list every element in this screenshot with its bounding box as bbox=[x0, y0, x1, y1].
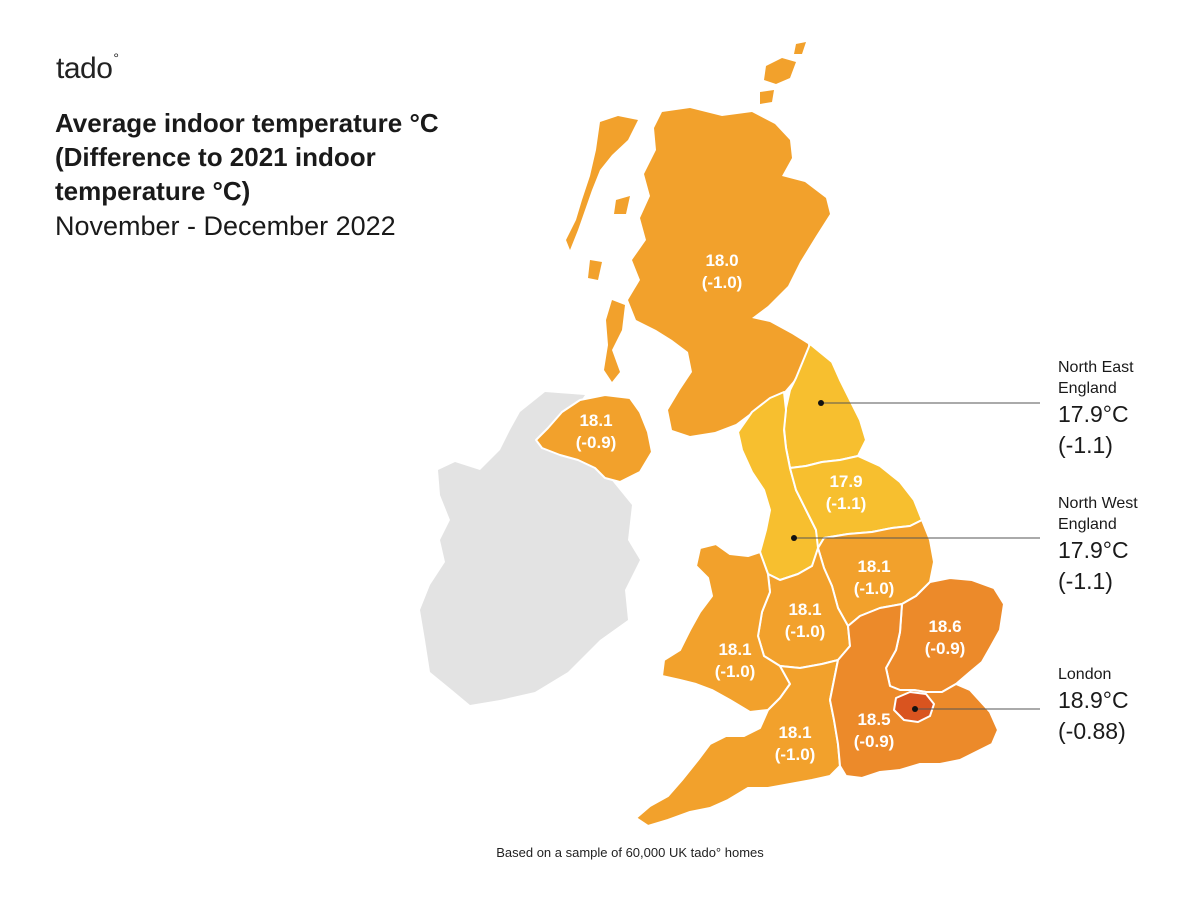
label-ni-temp: 18.1 bbox=[579, 411, 612, 430]
label-wales-temp: 18.1 bbox=[718, 640, 751, 659]
label-east-midlands-temp: 18.1 bbox=[857, 557, 890, 576]
label-east-temp: 18.6 bbox=[928, 617, 961, 636]
marker-london bbox=[912, 706, 918, 712]
logo-degree: ° bbox=[113, 50, 119, 66]
label-south-east-diff: (-0.9) bbox=[854, 732, 895, 751]
callout-london-diff: (-0.88) bbox=[1058, 718, 1126, 744]
callout-north-east-temp: 17.9°C bbox=[1058, 401, 1129, 427]
callout-london: London 18.9°C (-0.88) bbox=[1058, 664, 1198, 747]
label-scotland-diff: (-1.0) bbox=[702, 273, 743, 292]
callout-london-name: London bbox=[1058, 666, 1112, 683]
callout-north-west-diff: (-1.1) bbox=[1058, 568, 1113, 594]
label-west-midlands-temp: 18.1 bbox=[788, 600, 821, 619]
callout-north-east-name-1: North East bbox=[1058, 359, 1134, 376]
callout-north-west: North West England 17.9°C (-1.1) bbox=[1058, 493, 1198, 597]
label-yorkshire-temp: 17.9 bbox=[829, 472, 862, 491]
region-northern-ireland bbox=[535, 394, 653, 483]
logo-text: tado bbox=[56, 52, 113, 85]
label-wales-diff: (-1.0) bbox=[715, 662, 756, 681]
label-ni-diff: (-0.9) bbox=[576, 433, 617, 452]
title-line-3: temperature °C) bbox=[55, 176, 251, 206]
callout-north-west-temp: 17.9°C bbox=[1058, 537, 1129, 563]
callout-north-east: North East England 17.9°C (-1.1) bbox=[1058, 357, 1198, 461]
footnote: Based on a sample of 60,000 UK tado° hom… bbox=[496, 845, 764, 860]
label-east-midlands-diff: (-1.0) bbox=[854, 579, 895, 598]
label-west-midlands-diff: (-1.0) bbox=[785, 622, 826, 641]
callout-north-east-diff: (-1.1) bbox=[1058, 432, 1113, 458]
callout-north-east-name-2: England bbox=[1058, 380, 1117, 397]
label-south-west-diff: (-1.0) bbox=[775, 745, 816, 764]
callout-north-west-name-2: England bbox=[1058, 516, 1117, 533]
region-wales bbox=[661, 543, 791, 713]
title-block: Average indoor temperature °C (Differenc… bbox=[55, 106, 495, 243]
marker-north-west bbox=[791, 535, 797, 541]
label-south-east-temp: 18.5 bbox=[857, 710, 890, 729]
region-scotland-islands bbox=[566, 42, 806, 382]
callout-north-west-name-1: North West bbox=[1058, 495, 1138, 512]
region-scotland bbox=[628, 108, 830, 436]
label-east-diff: (-0.9) bbox=[925, 639, 966, 658]
label-yorkshire-diff: (-1.1) bbox=[826, 494, 867, 513]
tado-logo: tado° bbox=[56, 50, 119, 86]
region-ireland bbox=[420, 392, 640, 705]
title-line-1: Average indoor temperature °C bbox=[55, 108, 439, 138]
label-south-west-temp: 18.1 bbox=[778, 723, 811, 742]
subtitle: November - December 2022 bbox=[55, 211, 396, 241]
title-line-2: (Difference to 2021 indoor bbox=[55, 142, 376, 172]
region-south-east bbox=[829, 603, 999, 779]
callout-london-temp: 18.9°C bbox=[1058, 687, 1129, 713]
marker-north-east bbox=[818, 400, 824, 406]
label-scotland-temp: 18.0 bbox=[705, 251, 738, 270]
